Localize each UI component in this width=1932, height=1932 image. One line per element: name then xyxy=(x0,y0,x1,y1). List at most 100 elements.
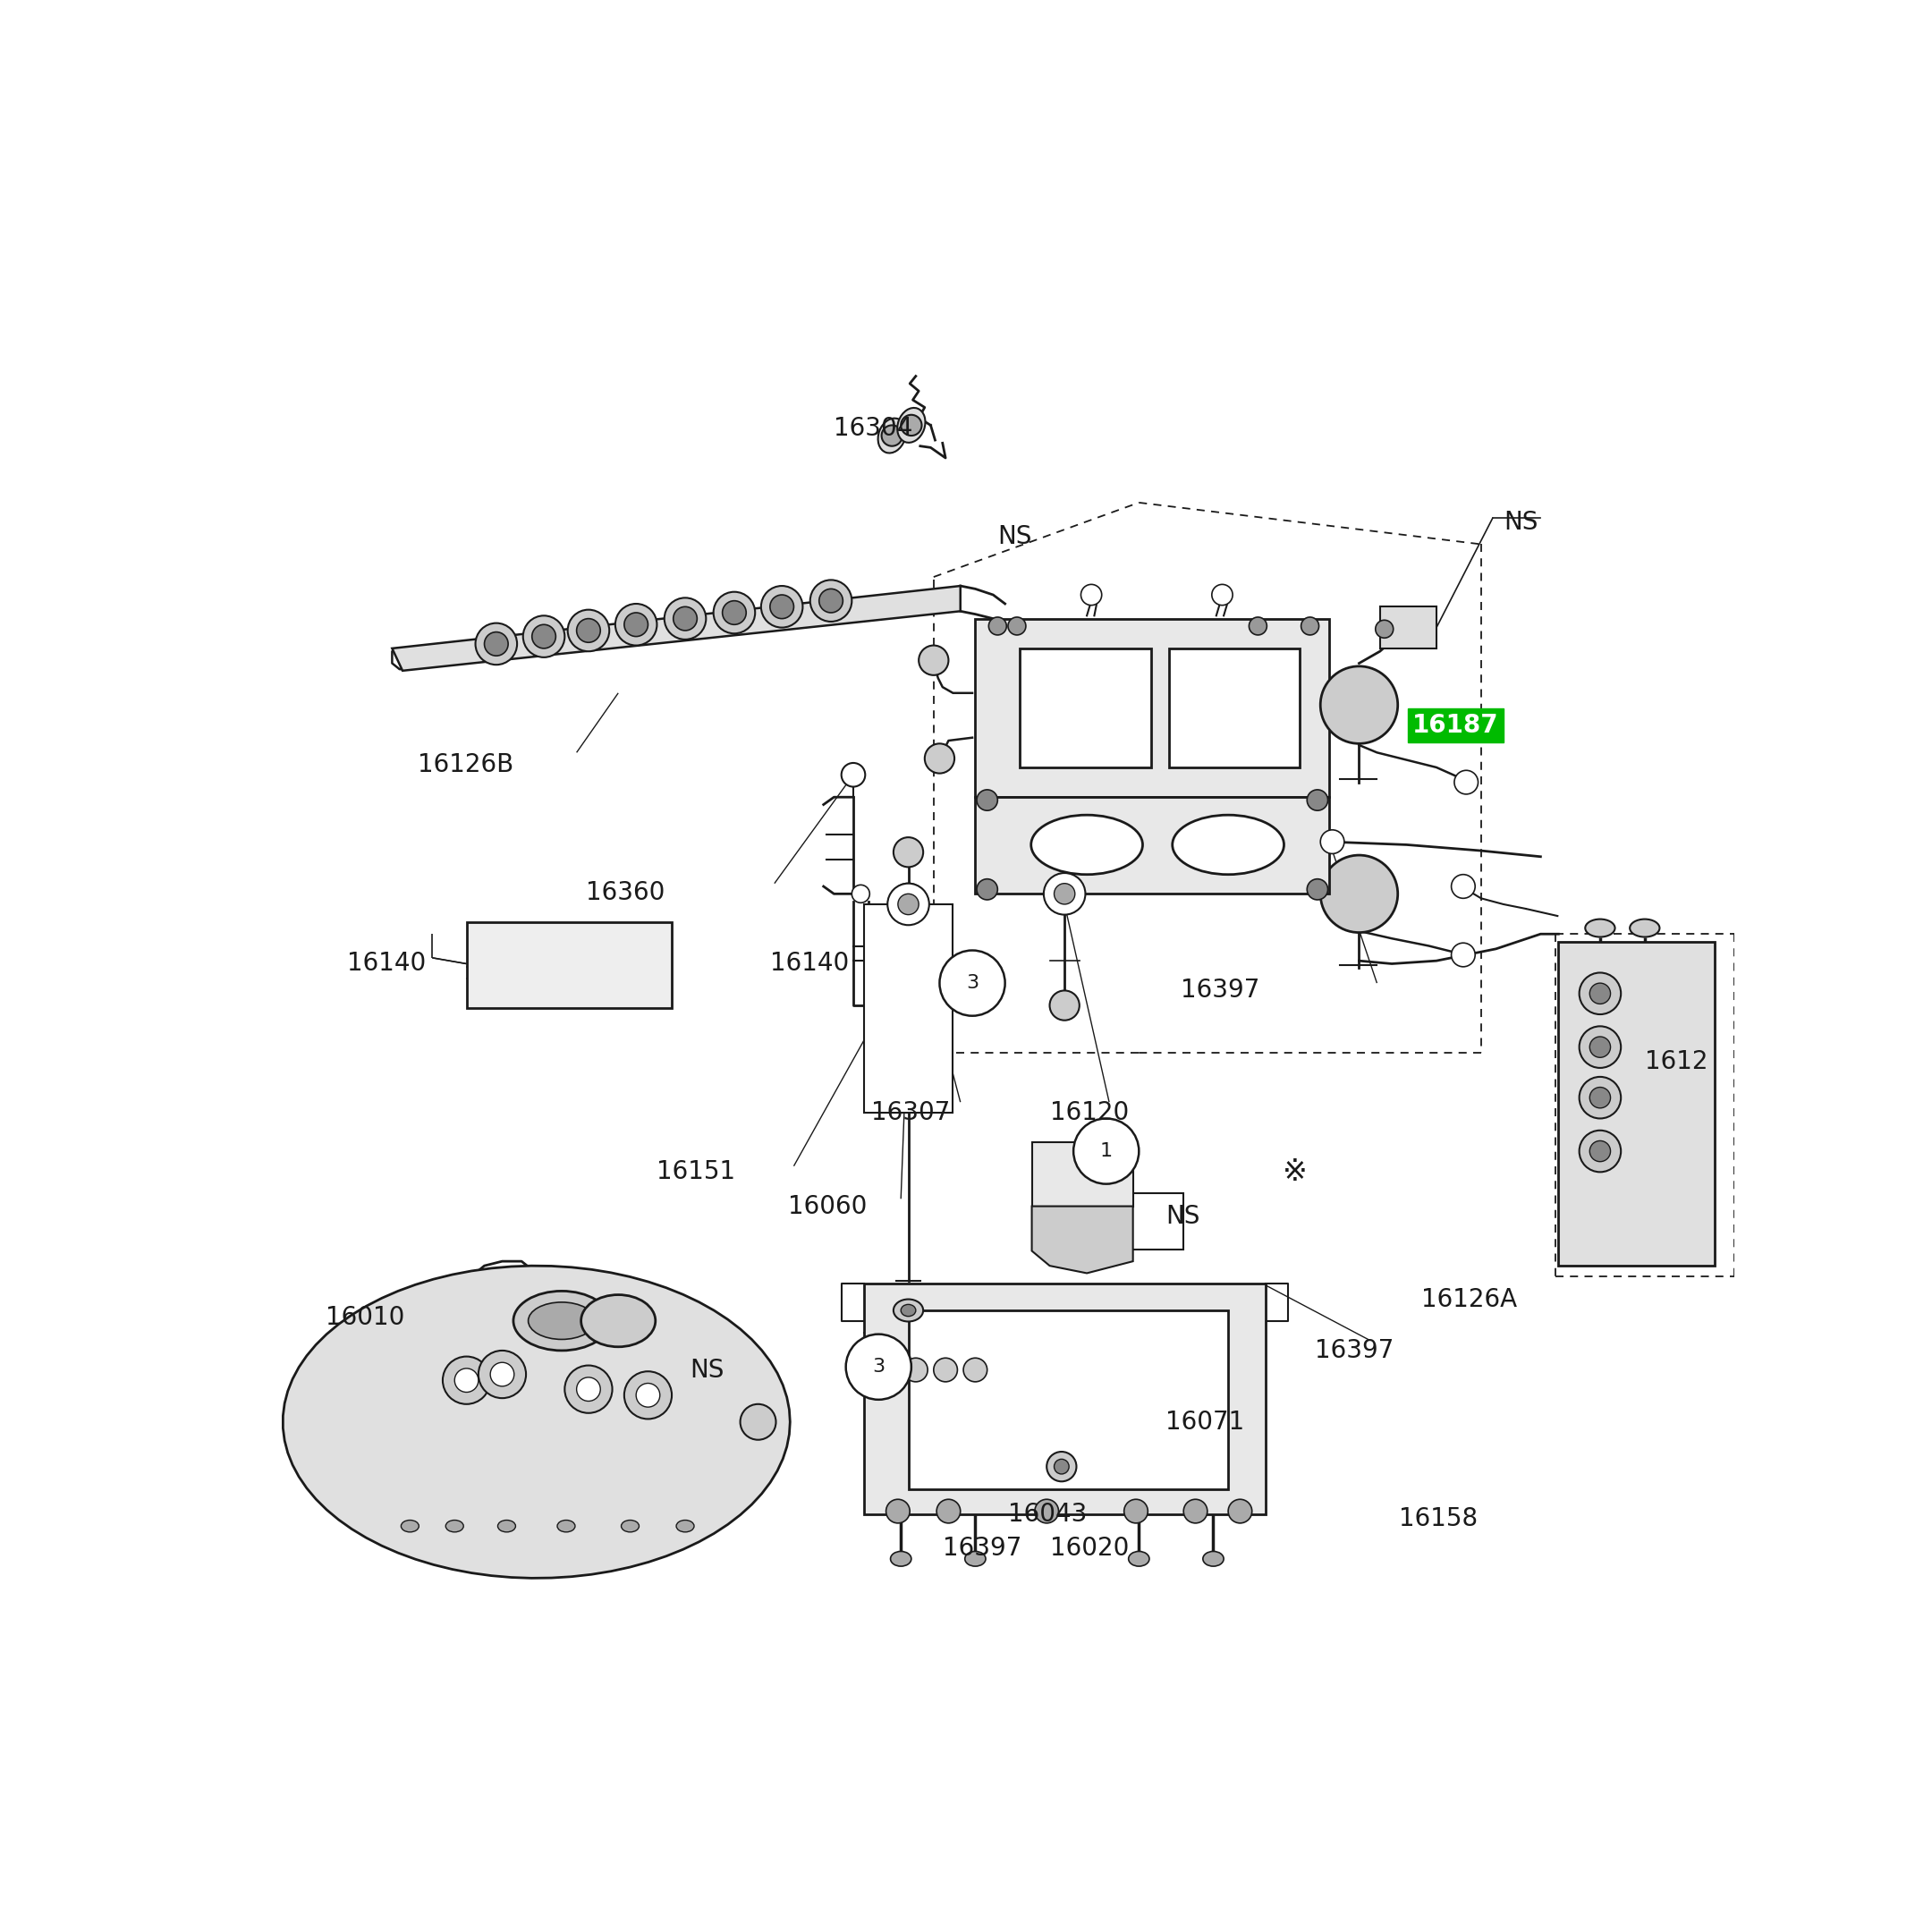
Circle shape xyxy=(819,589,842,612)
Circle shape xyxy=(1578,1130,1621,1173)
Circle shape xyxy=(491,1362,514,1387)
Circle shape xyxy=(893,837,923,867)
Polygon shape xyxy=(1032,1206,1132,1273)
Circle shape xyxy=(1055,883,1074,904)
Circle shape xyxy=(840,763,866,786)
Bar xyxy=(1559,941,1714,1265)
Circle shape xyxy=(1009,616,1026,636)
Circle shape xyxy=(904,1358,927,1381)
Circle shape xyxy=(846,1335,912,1399)
Circle shape xyxy=(723,601,746,624)
Circle shape xyxy=(978,790,997,811)
Circle shape xyxy=(1590,1140,1611,1161)
Text: 16120: 16120 xyxy=(1049,1099,1128,1124)
Ellipse shape xyxy=(1631,920,1660,937)
Circle shape xyxy=(1074,1119,1138,1184)
Circle shape xyxy=(1124,1499,1148,1522)
Circle shape xyxy=(713,591,755,634)
Circle shape xyxy=(1184,1499,1208,1522)
Text: 16307: 16307 xyxy=(871,1099,951,1124)
Circle shape xyxy=(568,611,609,651)
Bar xyxy=(1061,1192,1184,1250)
Circle shape xyxy=(1455,771,1478,794)
Polygon shape xyxy=(282,1265,790,1578)
Circle shape xyxy=(1590,1037,1611,1057)
Circle shape xyxy=(624,612,647,636)
Circle shape xyxy=(933,1358,958,1381)
Ellipse shape xyxy=(877,417,906,452)
Text: NS: NS xyxy=(1165,1204,1200,1229)
Ellipse shape xyxy=(402,1520,419,1532)
Circle shape xyxy=(852,885,869,902)
Circle shape xyxy=(636,1383,661,1406)
Circle shape xyxy=(1320,667,1397,744)
Ellipse shape xyxy=(514,1291,611,1350)
Ellipse shape xyxy=(556,1520,576,1532)
Circle shape xyxy=(1229,1499,1252,1522)
Text: 16126B: 16126B xyxy=(417,752,514,777)
Circle shape xyxy=(672,607,697,630)
Circle shape xyxy=(1080,583,1101,605)
Text: 16158: 16158 xyxy=(1399,1507,1478,1532)
Circle shape xyxy=(524,616,564,657)
Text: NS: NS xyxy=(997,524,1032,549)
Circle shape xyxy=(1036,1499,1059,1522)
Circle shape xyxy=(771,595,794,618)
Ellipse shape xyxy=(676,1520,694,1532)
Circle shape xyxy=(1047,1451,1076,1482)
Circle shape xyxy=(1451,943,1476,966)
Text: 16397: 16397 xyxy=(1314,1339,1393,1364)
Circle shape xyxy=(479,1350,526,1399)
Circle shape xyxy=(624,1372,672,1418)
Circle shape xyxy=(665,597,705,639)
Circle shape xyxy=(442,1356,491,1405)
Bar xyxy=(1379,607,1435,649)
Text: NS: NS xyxy=(690,1358,724,1383)
Circle shape xyxy=(925,744,954,773)
Ellipse shape xyxy=(1204,1551,1223,1567)
Text: 16071: 16071 xyxy=(1165,1410,1244,1434)
Circle shape xyxy=(937,1499,960,1522)
Circle shape xyxy=(1451,875,1476,898)
Text: 16397: 16397 xyxy=(1180,978,1260,1003)
Circle shape xyxy=(887,883,929,925)
Ellipse shape xyxy=(622,1520,639,1532)
Circle shape xyxy=(900,893,918,910)
Ellipse shape xyxy=(1584,920,1615,937)
Circle shape xyxy=(989,616,1007,636)
Text: 16020: 16020 xyxy=(1049,1536,1128,1561)
Circle shape xyxy=(898,895,920,914)
Circle shape xyxy=(475,624,518,665)
Circle shape xyxy=(920,645,949,674)
Circle shape xyxy=(614,603,657,645)
Ellipse shape xyxy=(498,1520,516,1532)
Text: 16010: 16010 xyxy=(325,1306,404,1331)
Circle shape xyxy=(1248,616,1267,636)
Circle shape xyxy=(576,1378,601,1401)
Circle shape xyxy=(761,585,802,628)
Text: 3: 3 xyxy=(871,1358,885,1376)
Text: 16140: 16140 xyxy=(771,951,848,976)
Circle shape xyxy=(887,1499,910,1522)
Polygon shape xyxy=(392,585,960,670)
Text: 3: 3 xyxy=(966,974,980,991)
Circle shape xyxy=(1300,616,1320,636)
Ellipse shape xyxy=(1128,1551,1150,1567)
Text: 1612: 1612 xyxy=(1644,1049,1708,1074)
Ellipse shape xyxy=(527,1302,595,1339)
Text: ※: ※ xyxy=(1283,1157,1308,1186)
Circle shape xyxy=(810,580,852,622)
Ellipse shape xyxy=(896,408,925,442)
Text: 16151: 16151 xyxy=(657,1159,736,1184)
Text: 1: 1 xyxy=(1099,1142,1113,1159)
Circle shape xyxy=(978,879,997,900)
Circle shape xyxy=(1578,1026,1621,1068)
Text: 16060: 16060 xyxy=(788,1194,867,1219)
Circle shape xyxy=(564,1366,612,1412)
Circle shape xyxy=(1590,1088,1611,1109)
Ellipse shape xyxy=(891,1551,912,1567)
Text: NS: NS xyxy=(1503,510,1538,535)
Text: 16304: 16304 xyxy=(835,415,914,440)
Ellipse shape xyxy=(900,1304,916,1316)
Circle shape xyxy=(891,883,925,920)
